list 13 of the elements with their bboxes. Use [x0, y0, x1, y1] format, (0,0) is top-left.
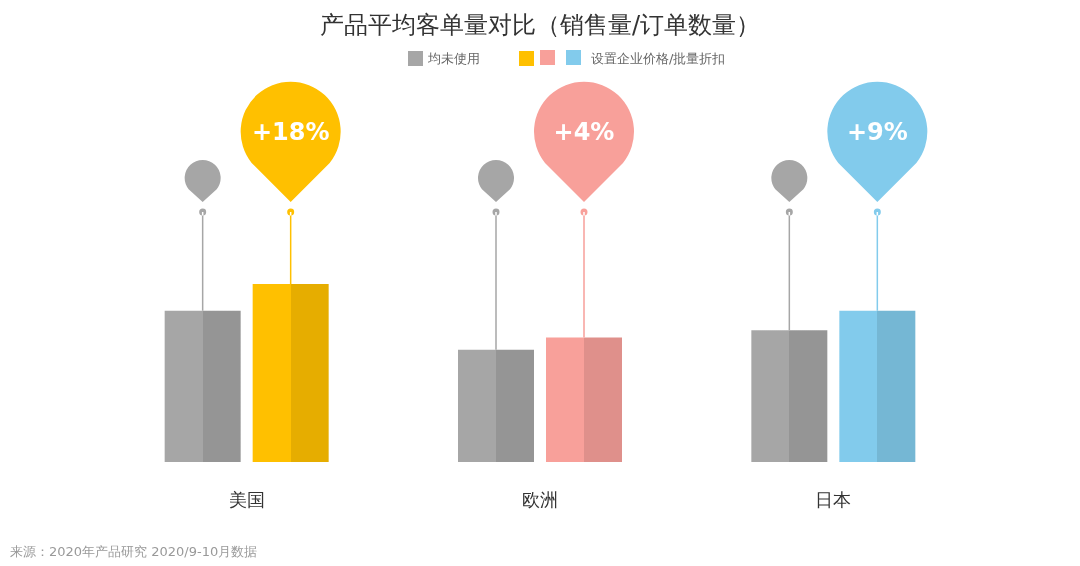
- legend-label: 均未使用: [427, 51, 480, 66]
- bar: [458, 349, 534, 462]
- bar: [164, 310, 241, 462]
- text: +4%: [553, 118, 615, 146]
- x-tick-label: 日本: [815, 488, 852, 510]
- legend-label: 设置企业价格/批量折扣: [591, 51, 726, 66]
- text: +18%: [251, 118, 330, 146]
- text: +9%: [846, 118, 908, 146]
- x-tick-label: 欧洲: [522, 488, 558, 510]
- source-note: 来源：2020年产品研究 2020/9-10月数据: [10, 544, 258, 559]
- chart-title: 产品平均客单量对比（销售量/订单数量）: [319, 11, 761, 39]
- x-tick-label: 美国: [228, 488, 265, 510]
- bar: [751, 330, 828, 462]
